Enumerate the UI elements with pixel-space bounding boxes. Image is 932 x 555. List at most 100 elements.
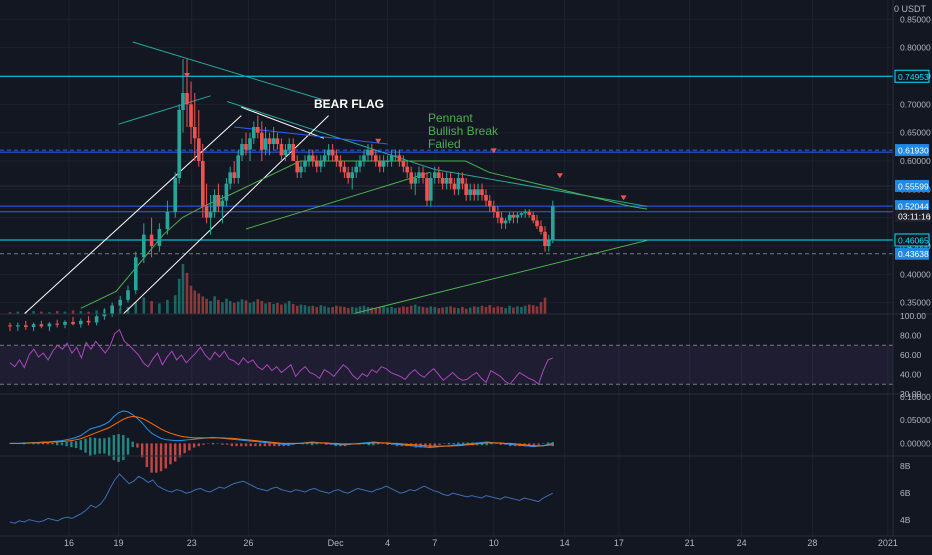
rsi-pane[interactable]	[0, 328, 893, 386]
candle-body	[181, 93, 185, 110]
volume-bar	[335, 305, 338, 314]
macd-histogram-bar	[376, 442, 380, 445]
volume-bar	[264, 303, 267, 314]
candle-body	[546, 240, 551, 246]
macd-histogram-bar	[315, 442, 318, 445]
macd-histogram-bar	[310, 442, 314, 446]
volume-bar	[209, 301, 212, 314]
volume-bar	[500, 306, 503, 314]
candle-body	[503, 220, 508, 224]
candle-body	[79, 320, 83, 325]
volume-bar	[390, 306, 393, 314]
volume-bar	[496, 306, 500, 314]
candle-body	[389, 155, 394, 161]
volume-bar	[48, 312, 51, 314]
price-tick-label: 0.65000	[900, 128, 931, 138]
volume-bar	[512, 307, 515, 314]
candle-body	[133, 257, 138, 291]
candle-body	[551, 206, 555, 241]
candle-body	[487, 200, 492, 207]
trend-line	[23, 115, 242, 315]
macd-histogram-bar	[27, 443, 31, 444]
candle-body	[177, 110, 182, 178]
moving-average-line	[80, 160, 648, 309]
volume-bar	[40, 311, 43, 314]
sell-signal-marker	[556, 173, 563, 179]
volume-bar	[287, 301, 291, 314]
macd-histogram-bar	[84, 438, 87, 453]
rsi-line	[9, 328, 553, 386]
macd-histogram-bar	[174, 443, 177, 462]
volume-bar	[166, 299, 169, 314]
candle-body	[369, 149, 374, 156]
macd-histogram-bar	[107, 437, 111, 456]
candle-body	[448, 178, 453, 184]
signal-markers	[184, 73, 627, 201]
candle-body	[480, 189, 484, 195]
x-tick-label: Dec	[328, 538, 345, 548]
volume-bar	[248, 302, 252, 314]
candle-body	[295, 161, 300, 173]
volume-bar	[417, 306, 421, 314]
oscillator-line	[9, 473, 554, 524]
candle-body	[543, 231, 547, 246]
candle-body	[334, 155, 339, 161]
volume-bar	[488, 305, 492, 314]
candle-body	[216, 195, 221, 207]
candle-body	[275, 138, 280, 144]
volume-bar	[307, 306, 311, 314]
volume-bar	[350, 306, 354, 314]
macd-histogram-bar	[452, 442, 455, 445]
candle-body	[149, 234, 154, 246]
macd-histogram-bar	[537, 443, 540, 445]
trend-line	[245, 171, 431, 230]
volume-bar	[311, 305, 315, 314]
volume-bar	[386, 307, 389, 314]
oscillator-tick-label: 6B	[900, 488, 911, 498]
candle-body	[110, 305, 114, 314]
candle-body	[142, 234, 146, 258]
candle-body	[346, 172, 350, 178]
candle-body	[263, 138, 268, 150]
volume-bar	[299, 304, 303, 314]
candle-body	[197, 138, 201, 161]
volume-bar	[197, 293, 201, 314]
macd-histogram-bar	[230, 443, 234, 447]
volume-bar	[280, 304, 283, 314]
volume-bar	[374, 308, 378, 314]
volume-bar	[464, 308, 468, 314]
volume-bar	[181, 264, 185, 314]
candle-body	[224, 183, 229, 201]
candle-body	[279, 144, 284, 156]
volume-bar	[445, 306, 448, 314]
price-label-text: 0.55599	[898, 181, 929, 191]
candle-body	[472, 189, 477, 195]
macd-tick-label: 0.10000	[900, 392, 931, 402]
time-axis[interactable]: 16 19 23 26 Dec 4 7 10 14 17 21 24 28 2021	[64, 538, 898, 548]
price-label-text: 0.61930	[898, 146, 929, 156]
macd-histogram-bar	[103, 438, 106, 454]
candle-body	[409, 172, 413, 184]
macd-histogram-bar	[65, 442, 68, 447]
candle-body	[208, 212, 213, 218]
candle-body	[31, 324, 36, 328]
grid-lines	[0, 0, 893, 536]
candle-body	[515, 214, 520, 218]
horizontal-levels[interactable]	[0, 75, 893, 255]
macd-pane[interactable]	[8, 410, 554, 473]
rsi-tick-label: 80.00	[900, 331, 922, 341]
pane-separators[interactable]	[0, 0, 932, 537]
macd-histogram-bar	[433, 443, 436, 447]
candle-body	[244, 144, 248, 150]
oscillator-pane[interactable]	[9, 473, 554, 524]
volume-bar	[531, 305, 535, 314]
macd-histogram-bar	[532, 443, 536, 447]
annotations: BEAR FLAG Pennant Bullish Break Failed	[314, 97, 499, 151]
volume-bar	[205, 298, 208, 314]
x-tick-label: 23	[187, 538, 197, 548]
currency-label[interactable]: 0 USDT	[893, 4, 926, 14]
candle-body	[401, 161, 406, 167]
